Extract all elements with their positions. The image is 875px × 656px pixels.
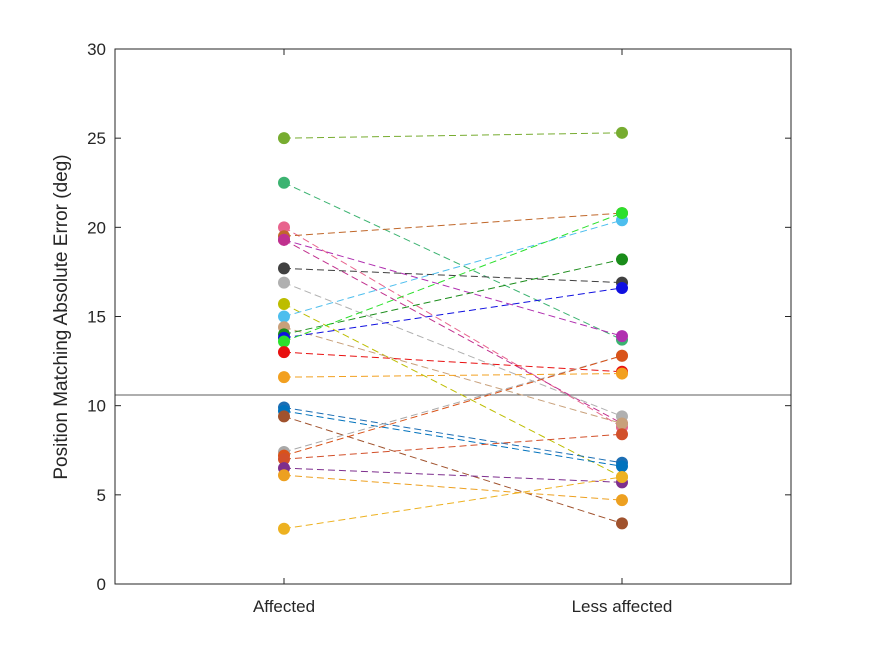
data-point (278, 371, 290, 384)
series-line (283, 373, 623, 378)
series-line (283, 239, 623, 337)
data-point (278, 176, 290, 189)
series-line (283, 351, 623, 373)
data-point (278, 221, 290, 234)
series-line (283, 303, 623, 478)
plot-area (115, 49, 791, 584)
data-point (616, 330, 628, 343)
series-line (283, 267, 623, 284)
series-14 (278, 207, 628, 348)
y-tick-label: 10 (87, 397, 106, 416)
data-point (616, 367, 628, 380)
series-24 (278, 469, 628, 507)
series-line (283, 258, 623, 335)
data-point (278, 233, 290, 246)
data-point (616, 349, 628, 362)
series-line (283, 326, 623, 424)
data-point (616, 207, 628, 220)
data-point (278, 310, 290, 323)
data-point (616, 417, 628, 430)
data-point (616, 428, 628, 441)
data-point (278, 453, 290, 466)
data-point (278, 335, 290, 348)
data-point (278, 262, 290, 275)
series-line (283, 433, 623, 460)
series-16 (278, 367, 628, 384)
y-tick-label: 20 (87, 218, 106, 237)
series-line (283, 474, 623, 501)
series-line (283, 282, 623, 417)
x-tick-label: Less affected (572, 597, 673, 616)
data-point (616, 494, 628, 507)
y-tick-label: 30 (87, 40, 106, 59)
data-point (616, 281, 628, 294)
y-axis-label: Position Matching Absolute Error (deg) (51, 154, 72, 479)
series-line (283, 355, 623, 453)
series-line (283, 287, 623, 339)
series-19 (278, 410, 628, 530)
series-25 (278, 471, 628, 535)
series-line (283, 239, 623, 424)
data-point (278, 469, 290, 482)
series-1 (278, 126, 628, 145)
series-line (283, 132, 623, 139)
series-line (283, 219, 623, 317)
data-point (278, 132, 290, 145)
data-point (616, 517, 628, 530)
series-line (283, 406, 623, 464)
data-point (278, 276, 290, 289)
series-line (283, 212, 623, 342)
series-line (283, 355, 623, 457)
data-point (278, 410, 290, 423)
series-line (283, 476, 623, 530)
data-point (278, 298, 290, 311)
data-point (616, 126, 628, 139)
series-line (283, 467, 623, 483)
data-point (278, 522, 290, 535)
series-22 (278, 428, 628, 466)
y-tick-label: 15 (87, 308, 106, 327)
series-line (283, 212, 623, 237)
y-tick-label: 25 (87, 129, 106, 148)
y-tick-label: 5 (97, 486, 106, 505)
data-point (616, 471, 628, 483)
series-line (283, 415, 623, 524)
data-point (278, 346, 290, 359)
y-tick-label: 0 (97, 575, 106, 594)
series-line (283, 182, 623, 341)
series-line (283, 410, 623, 467)
x-tick-label: Affected (253, 597, 315, 616)
data-point (616, 253, 628, 266)
data-point (616, 460, 628, 473)
